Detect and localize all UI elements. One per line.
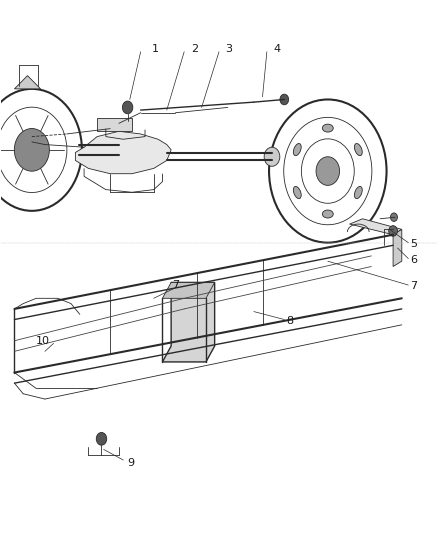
Circle shape — [280, 94, 289, 105]
Polygon shape — [393, 229, 402, 266]
Circle shape — [96, 432, 107, 445]
Circle shape — [316, 157, 339, 185]
Polygon shape — [350, 219, 402, 235]
Text: 7: 7 — [172, 280, 179, 290]
Text: 3: 3 — [226, 44, 233, 54]
Ellipse shape — [322, 124, 333, 132]
Circle shape — [122, 101, 133, 114]
Circle shape — [391, 213, 397, 221]
Text: 9: 9 — [127, 458, 135, 467]
Text: 2: 2 — [191, 44, 198, 54]
Ellipse shape — [354, 187, 362, 199]
Circle shape — [14, 128, 49, 171]
Ellipse shape — [293, 187, 301, 199]
Circle shape — [389, 225, 397, 236]
Text: 4: 4 — [273, 44, 280, 54]
Text: 10: 10 — [36, 336, 50, 346]
Polygon shape — [162, 282, 215, 298]
Polygon shape — [162, 282, 215, 362]
Polygon shape — [97, 118, 132, 131]
Text: 7: 7 — [410, 281, 417, 291]
Polygon shape — [14, 76, 41, 89]
Ellipse shape — [354, 143, 362, 156]
Text: 5: 5 — [410, 239, 417, 249]
Text: 1: 1 — [152, 44, 159, 54]
Text: 8: 8 — [286, 316, 293, 326]
Circle shape — [264, 147, 280, 166]
Ellipse shape — [293, 143, 301, 156]
Text: 6: 6 — [410, 255, 417, 264]
Ellipse shape — [322, 210, 333, 218]
Polygon shape — [75, 131, 171, 174]
